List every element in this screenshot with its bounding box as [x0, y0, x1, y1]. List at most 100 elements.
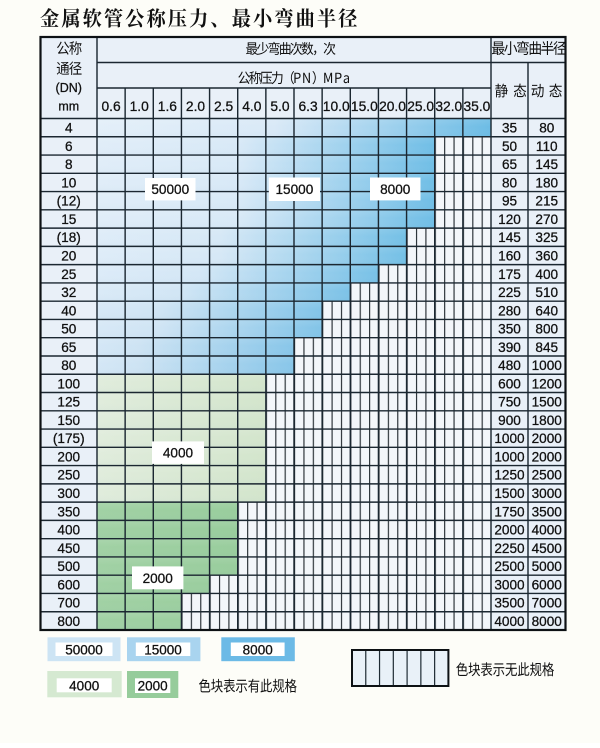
svg-text:4000: 4000 — [532, 523, 563, 538]
svg-text:280: 280 — [498, 303, 521, 318]
svg-text:0.6: 0.6 — [101, 99, 121, 114]
svg-text:125: 125 — [57, 395, 80, 410]
svg-text:8: 8 — [65, 157, 73, 172]
svg-text:10: 10 — [61, 175, 77, 190]
svg-text:3500: 3500 — [532, 504, 563, 519]
svg-text:25: 25 — [61, 267, 76, 282]
svg-text:2000: 2000 — [138, 679, 168, 694]
svg-text:2000: 2000 — [494, 523, 525, 538]
svg-text:(DN): (DN) — [56, 81, 82, 95]
svg-text:2500: 2500 — [532, 468, 563, 483]
svg-text:6.3: 6.3 — [298, 99, 318, 114]
svg-text:8000: 8000 — [532, 614, 563, 629]
svg-text:1750: 1750 — [494, 504, 525, 519]
svg-text:200: 200 — [57, 449, 80, 464]
svg-text:1250: 1250 — [494, 468, 525, 483]
svg-text:900: 900 — [498, 413, 521, 428]
svg-text:225: 225 — [498, 285, 521, 300]
svg-text:2.5: 2.5 — [214, 99, 234, 114]
svg-text:1500: 1500 — [494, 486, 525, 501]
svg-text:50: 50 — [502, 139, 518, 154]
svg-text:1200: 1200 — [532, 376, 563, 391]
svg-text:390: 390 — [498, 340, 521, 355]
svg-text:640: 640 — [535, 303, 558, 318]
svg-text:800: 800 — [57, 614, 80, 629]
svg-text:270: 270 — [535, 212, 558, 227]
svg-text:32.0: 32.0 — [435, 99, 462, 114]
svg-text:50: 50 — [61, 322, 77, 337]
svg-text:7000: 7000 — [532, 596, 563, 611]
svg-text:3500: 3500 — [494, 596, 525, 611]
svg-text:35: 35 — [502, 121, 517, 136]
svg-text:4: 4 — [65, 121, 73, 136]
svg-text:3000: 3000 — [494, 577, 525, 592]
svg-text:2250: 2250 — [494, 541, 525, 556]
svg-text:65: 65 — [502, 157, 517, 172]
svg-text:1.6: 1.6 — [158, 99, 178, 114]
svg-text:100: 100 — [57, 376, 80, 391]
svg-text:2000: 2000 — [532, 449, 563, 464]
svg-text:350: 350 — [57, 504, 80, 519]
svg-text:700: 700 — [57, 596, 80, 611]
svg-text:15: 15 — [61, 212, 76, 227]
svg-text:510: 510 — [535, 285, 558, 300]
svg-text:2000: 2000 — [143, 571, 174, 586]
svg-text:600: 600 — [498, 376, 521, 391]
svg-text:1.0: 1.0 — [130, 99, 150, 114]
svg-text:80: 80 — [502, 175, 518, 190]
svg-text:120: 120 — [498, 212, 521, 227]
svg-text:15000: 15000 — [275, 182, 313, 197]
svg-text:8000: 8000 — [243, 642, 273, 657]
svg-text:(18): (18) — [57, 230, 81, 245]
svg-text:4500: 4500 — [532, 541, 563, 556]
svg-text:5000: 5000 — [532, 559, 563, 574]
svg-text:1800: 1800 — [532, 413, 563, 428]
svg-text:80: 80 — [539, 121, 555, 136]
svg-text:6000: 6000 — [532, 577, 563, 592]
svg-text:15.0: 15.0 — [351, 99, 378, 114]
svg-text:800: 800 — [535, 322, 558, 337]
svg-text:50000: 50000 — [65, 642, 103, 657]
svg-text:95: 95 — [502, 194, 517, 209]
svg-text:mm: mm — [58, 100, 79, 114]
svg-text:2500: 2500 — [494, 559, 525, 574]
svg-text:175: 175 — [498, 267, 521, 282]
svg-text:180: 180 — [535, 175, 558, 190]
svg-text:40: 40 — [61, 303, 77, 318]
svg-text:450: 450 — [57, 541, 80, 556]
svg-text:4.0: 4.0 — [242, 99, 262, 114]
svg-text:15000: 15000 — [144, 642, 182, 657]
svg-text:110: 110 — [536, 139, 558, 154]
svg-text:(12): (12) — [57, 194, 81, 209]
svg-text:600: 600 — [57, 577, 80, 592]
svg-text:215: 215 — [535, 194, 558, 209]
svg-text:325: 325 — [535, 230, 558, 245]
svg-text:160: 160 — [498, 249, 521, 264]
svg-text:360: 360 — [535, 249, 558, 264]
svg-text:35.0: 35.0 — [464, 99, 491, 114]
svg-text:300: 300 — [57, 486, 80, 501]
svg-text:145: 145 — [498, 230, 521, 245]
svg-text:350: 350 — [498, 322, 521, 337]
svg-text:10.0: 10.0 — [323, 99, 350, 114]
svg-text:1000: 1000 — [494, 431, 525, 446]
svg-text:32: 32 — [61, 285, 76, 300]
svg-text:20: 20 — [61, 249, 77, 264]
svg-text:150: 150 — [57, 413, 80, 428]
svg-text:750: 750 — [498, 395, 521, 410]
svg-text:480: 480 — [498, 358, 521, 373]
svg-text:(175): (175) — [53, 431, 85, 446]
svg-text:250: 250 — [57, 468, 80, 483]
svg-text:4000: 4000 — [163, 446, 194, 461]
svg-text:3000: 3000 — [532, 486, 563, 501]
svg-text:4000: 4000 — [69, 679, 99, 694]
svg-text:8000: 8000 — [380, 182, 411, 197]
svg-text:1000: 1000 — [494, 449, 525, 464]
svg-text:50000: 50000 — [151, 182, 189, 197]
svg-text:4000: 4000 — [494, 614, 525, 629]
svg-text:80: 80 — [61, 358, 77, 373]
svg-text:400: 400 — [57, 523, 80, 538]
svg-text:1500: 1500 — [532, 395, 563, 410]
svg-text:145: 145 — [535, 157, 558, 172]
svg-text:2.0: 2.0 — [186, 99, 206, 114]
